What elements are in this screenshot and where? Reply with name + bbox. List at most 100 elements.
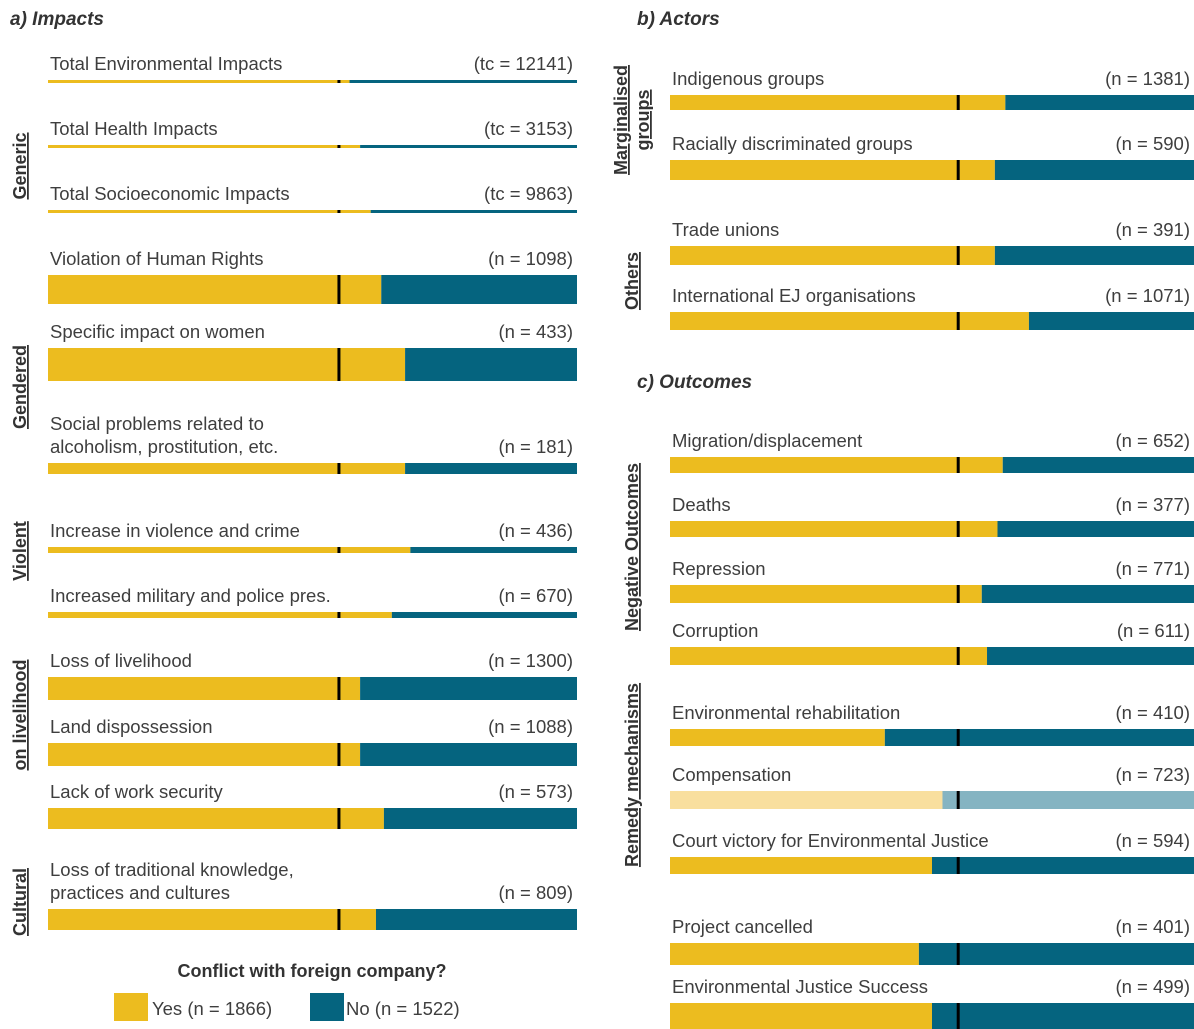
bar-yes-segment [670, 791, 943, 809]
bar-count: (n = 499) [1115, 976, 1190, 997]
panel-impacts: a) Impacts Generic Total Environmental Imp… [10, 9, 577, 936]
bar-count: (n = 771) [1115, 558, 1190, 579]
bar-count: (n = 611) [1117, 620, 1190, 641]
bar-no-segment [942, 791, 1194, 809]
bar-no-segment [381, 275, 577, 304]
bar-label: Increase in violence and crime [50, 520, 300, 541]
bar-label: Project cancelled [672, 916, 813, 937]
bar-count: (n = 1088) [488, 716, 573, 737]
bar-yes-segment [48, 808, 384, 829]
bar-yes-segment [48, 80, 350, 83]
group-label-text: Gendered [10, 345, 30, 429]
legend-swatch-no [310, 993, 344, 1021]
bar-count: (n = 723) [1115, 764, 1190, 785]
group-label: Generic [10, 132, 30, 199]
bar-label: Loss of livelihood [50, 650, 192, 671]
group-label-text: Generic [10, 132, 30, 199]
bar-count: (tc = 3153) [484, 118, 573, 139]
bar-label: Loss of traditional knowledge, [50, 859, 294, 880]
panel-title: c) Outcomes [637, 372, 752, 393]
legend-label-no: No (n = 1522) [346, 998, 460, 1019]
group-label-text: groups [633, 90, 653, 151]
group-label: on livelihood [10, 660, 30, 771]
bar-no-segment [918, 943, 1194, 965]
bar-no-segment [370, 210, 577, 213]
bar-label: Indigenous groups [672, 68, 824, 89]
group-label: Remedy mechanisms [622, 683, 642, 867]
panel-title: a) Impacts [10, 9, 104, 30]
bar-yes-segment [48, 677, 361, 700]
bar-label: Land dispossession [50, 716, 213, 737]
bar-yes-segment [48, 547, 411, 553]
bar-count: (n = 809) [498, 882, 573, 903]
bar-yes-segment [670, 521, 998, 537]
group-label: Others [622, 252, 642, 310]
bar-no-segment [1005, 95, 1194, 110]
bar-yes-segment [48, 145, 361, 148]
bar-no-segment [981, 585, 1194, 603]
bar-yes-segment [48, 348, 406, 381]
bar-count: (n = 573) [498, 781, 573, 802]
bar-count: (n = 181) [498, 436, 573, 457]
bar-count: (n = 401) [1115, 916, 1190, 937]
bar-no-segment [383, 808, 577, 829]
bar-yes-segment [670, 312, 1029, 330]
bar-label: Violation of Human Rights [50, 248, 264, 269]
bar-no-segment [391, 612, 577, 618]
bar-count: (n = 1300) [488, 650, 573, 671]
bar-count: (n = 436) [498, 520, 573, 541]
group-label-text: Others [622, 252, 642, 310]
bar-label: Corruption [672, 620, 758, 641]
bar-no-segment [994, 160, 1194, 180]
bar-yes-segment [670, 585, 982, 603]
bar-yes-segment [670, 457, 1003, 473]
bar-yes-segment [48, 909, 376, 930]
legend-item-no: No (n = 1522) [310, 993, 460, 1021]
bar-label: Increased military and police pres. [50, 585, 331, 606]
bar-count: (n = 391) [1115, 219, 1190, 240]
bar-count: (n = 410) [1115, 702, 1190, 723]
bar-label: Lack of work security [50, 781, 223, 802]
group-label-text: on livelihood [10, 660, 30, 771]
bar-label: Migration/displacement [672, 430, 862, 451]
group-label-text: Remedy mechanisms [622, 683, 642, 867]
bar-no-segment [1002, 457, 1194, 473]
bar-label: Environmental rehabilitation [672, 702, 900, 723]
bar-no-segment [884, 729, 1194, 746]
bar-no-segment [987, 647, 1194, 665]
bar-yes-segment [670, 647, 988, 665]
bar-yes-segment [48, 612, 392, 618]
group-label: Cultural [10, 868, 30, 936]
bar-count: (n = 377) [1115, 494, 1190, 515]
legend-item-yes: Yes (n = 1866) [114, 993, 272, 1021]
bar-yes-segment [670, 246, 995, 265]
bar-count: (tc = 9863) [484, 183, 573, 204]
bar-yes-segment [670, 160, 995, 180]
bar-label: Repression [672, 558, 766, 579]
legend-title: Conflict with foreign company? [178, 961, 447, 981]
bar-label: Total Environmental Impacts [50, 53, 282, 74]
bar-count: (n = 433) [498, 321, 573, 342]
bar-no-segment [1028, 312, 1194, 330]
bar-label: Total Socioeconomic Impacts [50, 183, 290, 204]
bar-yes-segment [48, 463, 406, 474]
bar-no-segment [405, 463, 577, 474]
bar-no-segment [410, 547, 577, 553]
bar-count: (n = 670) [498, 585, 573, 606]
panel-title: b) Actors [637, 9, 720, 30]
group-label-text: Negative Outcomes [622, 463, 642, 631]
group-label-text: Violent [10, 521, 30, 581]
group-label: Violent [10, 521, 30, 581]
bar-label: alcoholism, prostitution, etc. [50, 436, 278, 457]
bar-label: Racially discriminated groups [672, 133, 913, 154]
bar-label: Total Health Impacts [50, 118, 218, 139]
group-label: Gendered [10, 345, 30, 429]
bar-no-segment [349, 80, 577, 83]
bar-yes-segment [48, 210, 371, 213]
bar-label: Environmental Justice Success [672, 976, 928, 997]
bar-count: (n = 1381) [1105, 68, 1190, 89]
bar-yes-segment [48, 275, 382, 304]
bar-label: Court victory for Environmental Justice [672, 830, 989, 851]
bar-yes-segment [670, 95, 1006, 110]
